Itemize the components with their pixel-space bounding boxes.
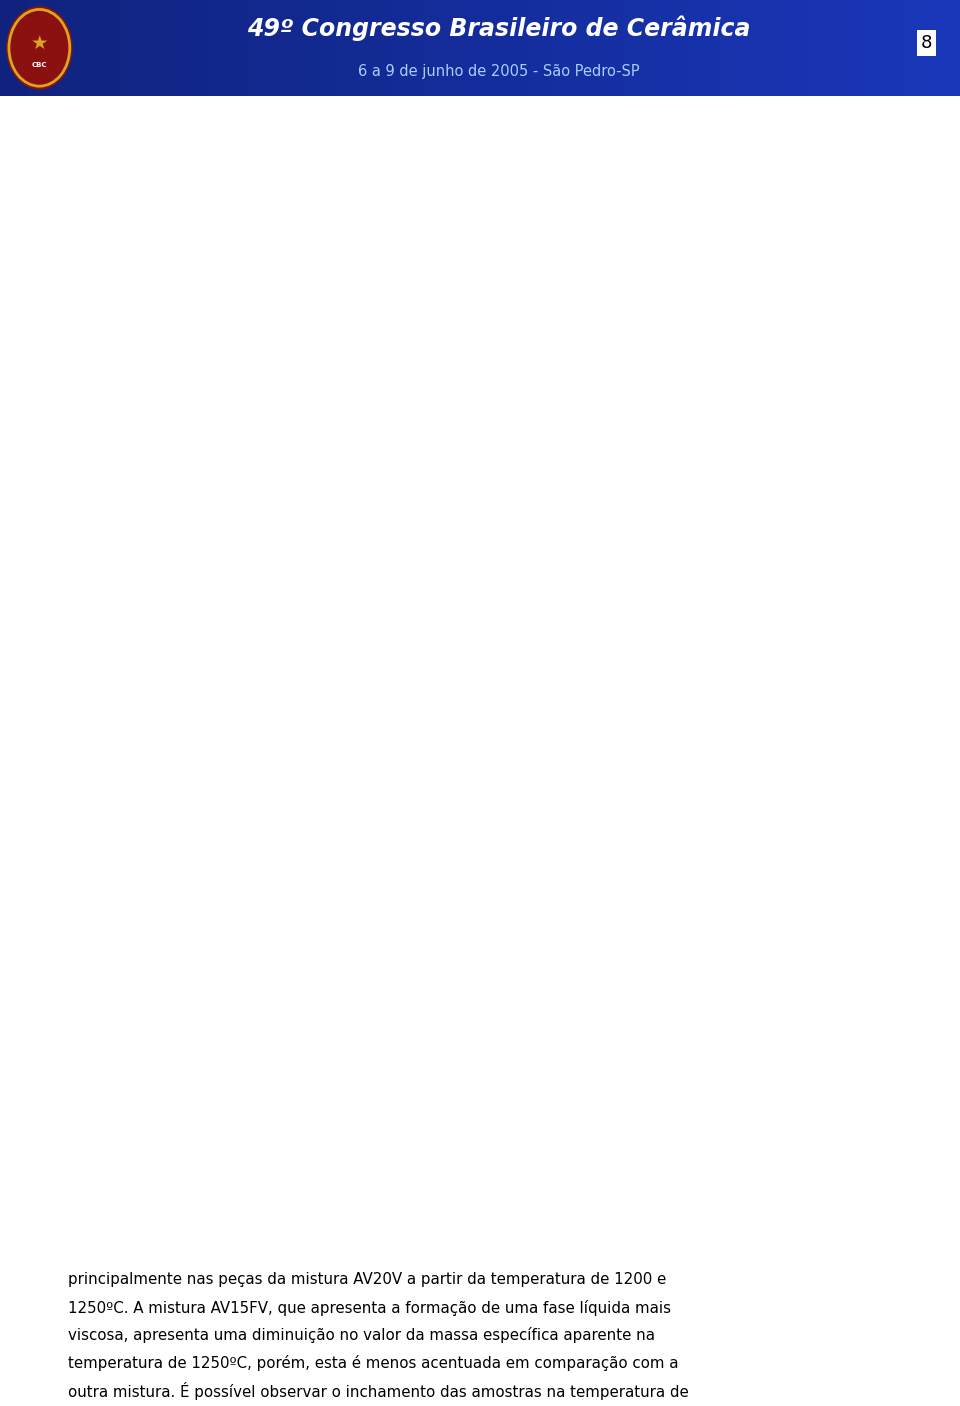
Text: temperatura de 1250ºC, porém, esta é menos acentuada em comparação com a: temperatura de 1250ºC, porém, esta é men… bbox=[68, 1355, 679, 1371]
Text: 6 a 9 de junho de 2005 - São Pedro-SP: 6 a 9 de junho de 2005 - São Pedro-SP bbox=[358, 65, 640, 79]
Circle shape bbox=[7, 7, 72, 89]
Text: 49º Congresso Brasileiro de Cerâmica: 49º Congresso Brasileiro de Cerâmica bbox=[248, 15, 751, 41]
Text: 1250ºC. A mistura AV15FV, que apresenta a formação de uma fase líquida mais: 1250ºC. A mistura AV15FV, que apresenta … bbox=[68, 1301, 671, 1316]
Text: principalmente nas peças da mistura AV20V a partir da temperatura de 1200 e: principalmente nas peças da mistura AV20… bbox=[68, 1272, 666, 1288]
Text: outra mistura. É possível observar o inchamento das amostras na temperatura de: outra mistura. É possível observar o inc… bbox=[68, 1382, 688, 1400]
Text: viscosa, apresenta uma diminuição no valor da massa específica aparente na: viscosa, apresenta uma diminuição no val… bbox=[68, 1327, 655, 1343]
Text: ★: ★ bbox=[31, 34, 48, 53]
Text: 8: 8 bbox=[921, 34, 932, 52]
Text: CBC: CBC bbox=[32, 62, 47, 69]
